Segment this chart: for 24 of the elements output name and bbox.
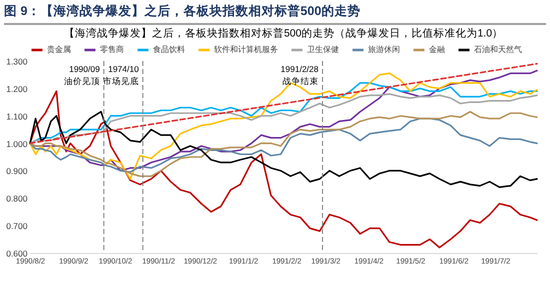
y-tick-label: 0.700	[6, 221, 28, 232]
legend-label: 金融	[429, 45, 445, 54]
y-tick-label: 0.800	[6, 194, 28, 204]
legend-label: 零售商	[100, 45, 124, 54]
chart-title: 图 9：【海湾战争爆发】之后，各板块指数相对标普500的走势	[4, 3, 546, 25]
y-tick-label: 1.000	[6, 138, 28, 149]
y-tick-label: 1.200	[6, 84, 28, 94]
y-tick-label: 1.100	[6, 111, 28, 122]
line-series	[29, 90, 538, 248]
line-series	[29, 93, 538, 144]
legend-label: 卫生保健	[307, 45, 339, 54]
line-series	[29, 118, 538, 173]
legend-label: 贵金属	[47, 45, 71, 54]
ref-line-label: 1991/2/28 战争结束	[280, 64, 319, 86]
chart-subtitle: 【海湾战争爆发】之后，各板块指数相对标普500的走势（战争爆发日，比值标准化为1.0）	[64, 26, 504, 40]
ref-line-label: 1990/09 油价见顶	[64, 64, 100, 86]
y-tick-label: 0.600	[6, 248, 28, 258]
ref-line-label: 1974/10 市场见底	[102, 64, 140, 86]
legend-label: 旅游休闲	[368, 45, 400, 54]
legend-label: 石油和天然气	[474, 45, 522, 54]
legend-label: 食品饮料	[153, 45, 185, 54]
legend-label: 软件和计算机服务	[214, 45, 278, 54]
y-tick-label: 1.300	[6, 56, 28, 66]
y-tick-label: 0.900	[6, 166, 28, 176]
